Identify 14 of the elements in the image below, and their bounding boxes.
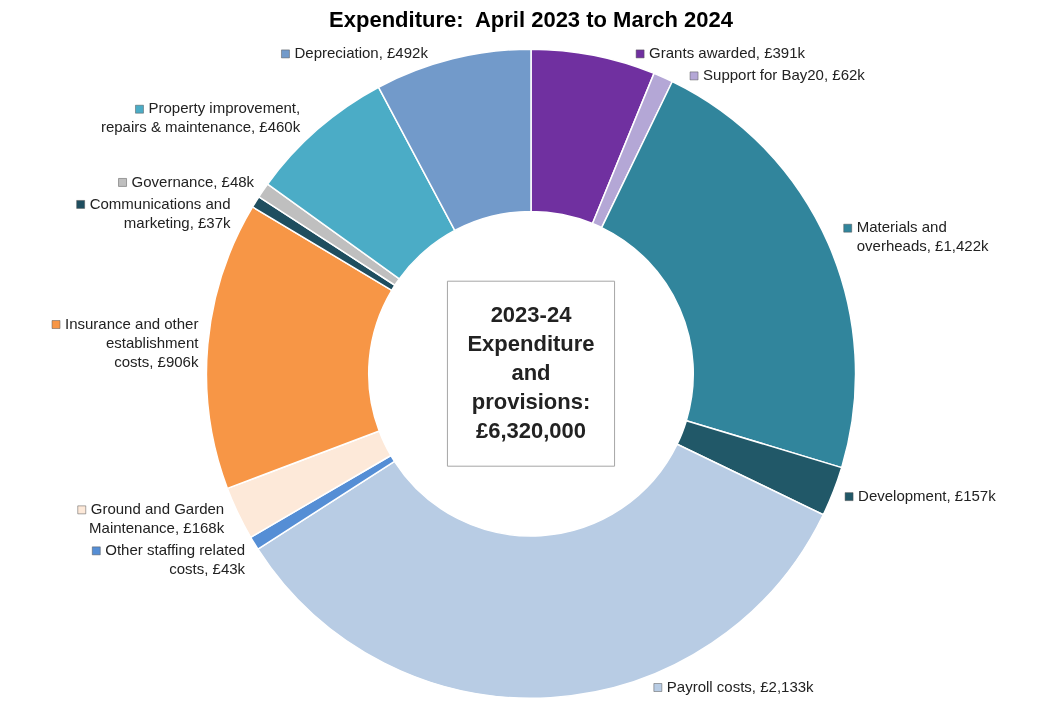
legend-label: Support for Bay20, £62k [703, 66, 866, 84]
legend-label: Governance, £48k [131, 172, 255, 190]
legend-label: Property improvement, repairs & maintenance, £460k [100, 99, 301, 136]
legend-label: Materials and overheads, £1,422k [856, 218, 989, 255]
legend-label: Ground and Garden Maintenance, £168k [89, 499, 225, 536]
legend-label: Communications and marketing, £37k [89, 194, 232, 231]
legend-label: Development, £157k [858, 486, 997, 504]
legend-label: Grants awarded, £391k [649, 44, 806, 62]
text: 2023-24 Expenditure and provisions: £6,320,000 [467, 301, 595, 443]
legend-label: Insurance and other establishment costs, £906k [65, 314, 200, 370]
legend-label: Depreciation, £492k [294, 44, 429, 62]
legend-label: Payroll costs, £2,133k [666, 677, 815, 695]
legend-label: Other staffing related costs, £43k [105, 540, 246, 577]
chart-title: Expenditure: April 2023 to March 2024 [329, 7, 734, 33]
